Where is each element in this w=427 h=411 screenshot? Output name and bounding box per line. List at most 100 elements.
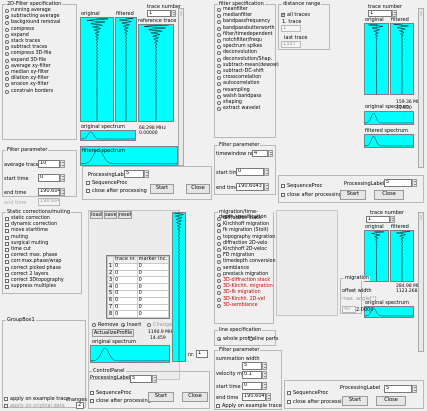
summation-width-spinner[interactable]	[262, 362, 267, 370]
static-option-1[interactable]: dynamic correction	[5, 222, 64, 228]
filter2d-option-8[interactable]: expand 3D-file	[5, 58, 60, 64]
end-time-input-c[interactable]: 190.6043	[242, 393, 266, 401]
migration-option-0[interactable]: diffraction stack	[217, 216, 276, 222]
filter2d-option-7[interactable]: compress 3D-file	[5, 51, 60, 57]
filter1d-option-2[interactable]: bandpassfrequency	[217, 19, 279, 25]
close-button-ctrl[interactable]: Close	[182, 392, 208, 402]
filter2d-option-10[interactable]: median xy-filter	[5, 70, 60, 76]
migration-option-2[interactable]: fk migration (Stolt)	[217, 228, 276, 234]
all-traces-checkbox[interactable]: all traces	[281, 12, 310, 18]
filter1d-option-5[interactable]: notchfilter/frequ	[217, 38, 279, 44]
migration-radio-5[interactable]	[217, 248, 221, 253]
filter2d-radio-11[interactable]	[5, 77, 9, 82]
filter1d-option-11[interactable]: crosscorrelation	[217, 75, 279, 81]
filter1d-radio-6[interactable]	[217, 45, 221, 50]
filter1d-radio-4[interactable]	[217, 32, 221, 37]
insert-radio[interactable]: Insert	[121, 322, 141, 328]
filter1d-option-4[interactable]: filter/timedependent	[217, 32, 279, 38]
filter2d-option-12[interactable]: erosion xy-filter	[5, 82, 60, 88]
filter2d-radio-7[interactable]	[5, 52, 9, 57]
trace-number-spinner-b[interactable]	[392, 10, 397, 17]
filter1d-radio-5[interactable]	[217, 39, 221, 44]
average-traces-input[interactable]: 10	[38, 160, 60, 168]
processing-input-ctrl[interactable]: 5	[130, 375, 152, 383]
filter1d-radio-10[interactable]	[217, 69, 221, 74]
processing-spinner-c[interactable]	[412, 385, 417, 393]
migration-radio-12[interactable]	[217, 291, 221, 296]
migration-radio-4[interactable]	[217, 241, 221, 246]
panel-a-scrollbar[interactable]	[178, 8, 184, 166]
static-radio-10[interactable]	[5, 278, 9, 283]
filter1d-option-15[interactable]: shaping	[217, 100, 279, 106]
filter1d-option-8[interactable]: deconvolution/Shap.	[217, 57, 279, 63]
summation-width-input[interactable]: 5	[242, 362, 262, 370]
start-time-input-b[interactable]: 0	[236, 168, 264, 176]
migration-option-10[interactable]: 3D-diffraction stack	[217, 278, 276, 284]
nr-input[interactable]: 1	[196, 350, 208, 358]
static-option-6[interactable]: correct max. phase	[5, 253, 64, 259]
migration-radio-8[interactable]	[217, 266, 221, 271]
migration-option-11[interactable]: 3D-Kirchh. migration	[217, 284, 276, 290]
filter2d-option-13[interactable]: constrain borders	[5, 88, 60, 94]
end-time-input[interactable]: 190.6043	[38, 188, 60, 196]
trace-number-input-b[interactable]: 1	[368, 10, 392, 17]
table-cell[interactable]: 0	[113, 269, 138, 278]
migration-radio-11[interactable]	[217, 285, 221, 290]
migration-option-9[interactable]: prestack migration	[217, 272, 276, 278]
close-button-c[interactable]: Close	[376, 396, 406, 406]
table-cell[interactable]: 0	[136, 303, 169, 312]
close-button-b[interactable]: Close	[374, 190, 404, 200]
static-radio-2[interactable]	[5, 229, 9, 234]
migration-radio-3[interactable]	[217, 235, 221, 240]
end-time-spinner-c[interactable]	[266, 393, 271, 401]
migration-radio-2[interactable]	[217, 229, 221, 234]
filter1d-option-16[interactable]: extract wavelet	[217, 106, 279, 112]
original-trace-view-b[interactable]	[364, 23, 389, 95]
filter1d-radio-11[interactable]	[217, 76, 221, 81]
static-radio-3[interactable]	[5, 235, 9, 240]
filter1d-option-9[interactable]: subtract-mean(dewow)	[217, 63, 279, 69]
timewindow-input[interactable]: 4	[252, 150, 268, 157]
filter2d-option-9[interactable]: average xy-filter	[5, 64, 60, 70]
max-angle-input[interactable]: 45	[342, 306, 356, 313]
reference-trace-view[interactable]	[138, 24, 174, 122]
filter1d-radio-12[interactable]	[217, 82, 221, 87]
migration-option-13[interactable]: 3D-Kirchh. 2D-vel	[217, 296, 276, 302]
start-time-input-c[interactable]: 0	[242, 382, 262, 390]
static-option-5[interactable]: time cut	[5, 247, 64, 253]
migration-radio-7[interactable]	[217, 260, 221, 265]
filter1d-option-12[interactable]: autocorrelation	[217, 81, 279, 87]
start-time-spinner-b[interactable]	[264, 168, 269, 176]
sequence-proc-a[interactable]: SequenceProc	[86, 180, 127, 186]
sequence-proc-ctrl[interactable]: SequenceProc	[90, 390, 131, 396]
filter2d-radio-9[interactable]	[5, 64, 9, 69]
table-cell[interactable]: 0	[136, 283, 169, 291]
filtered-trace-view-c[interactable]	[390, 230, 414, 282]
timewindow-spinner[interactable]	[268, 150, 273, 157]
filter1d-radio-1[interactable]	[217, 14, 221, 19]
end-time-input-b[interactable]: 190.6043	[236, 183, 264, 191]
filter2d-option-1[interactable]: subtracting average	[5, 14, 60, 20]
migration-option-12[interactable]: 3D-fk migration	[217, 290, 276, 296]
close-button-a[interactable]: Close	[186, 184, 210, 194]
static-option-10[interactable]: correct 3Dtopography	[5, 278, 64, 284]
trace-view-c[interactable]	[172, 212, 186, 362]
reset-tab[interactable]: reset	[118, 211, 132, 219]
filter2d-radio-4[interactable]	[5, 33, 9, 38]
filter1d-radio-3[interactable]	[217, 26, 221, 31]
migration-radio-10[interactable]	[217, 278, 221, 283]
filtered-spectrum-view[interactable]	[80, 146, 178, 166]
static-radio-7[interactable]	[5, 260, 9, 265]
filter2d-radio-12[interactable]	[5, 83, 9, 88]
line-parts-radio[interactable]: line parts	[249, 336, 278, 342]
sequence-proc-b[interactable]: SequenceProc	[281, 183, 322, 189]
start-button-a[interactable]: Start	[150, 184, 174, 194]
filter1d-option-7[interactable]: deconvolution	[217, 50, 279, 56]
filtered-spectrum-view-b[interactable]	[364, 134, 414, 148]
filter1d-radio-8[interactable]	[217, 57, 221, 62]
original-spectrum-view-b[interactable]	[364, 111, 414, 125]
